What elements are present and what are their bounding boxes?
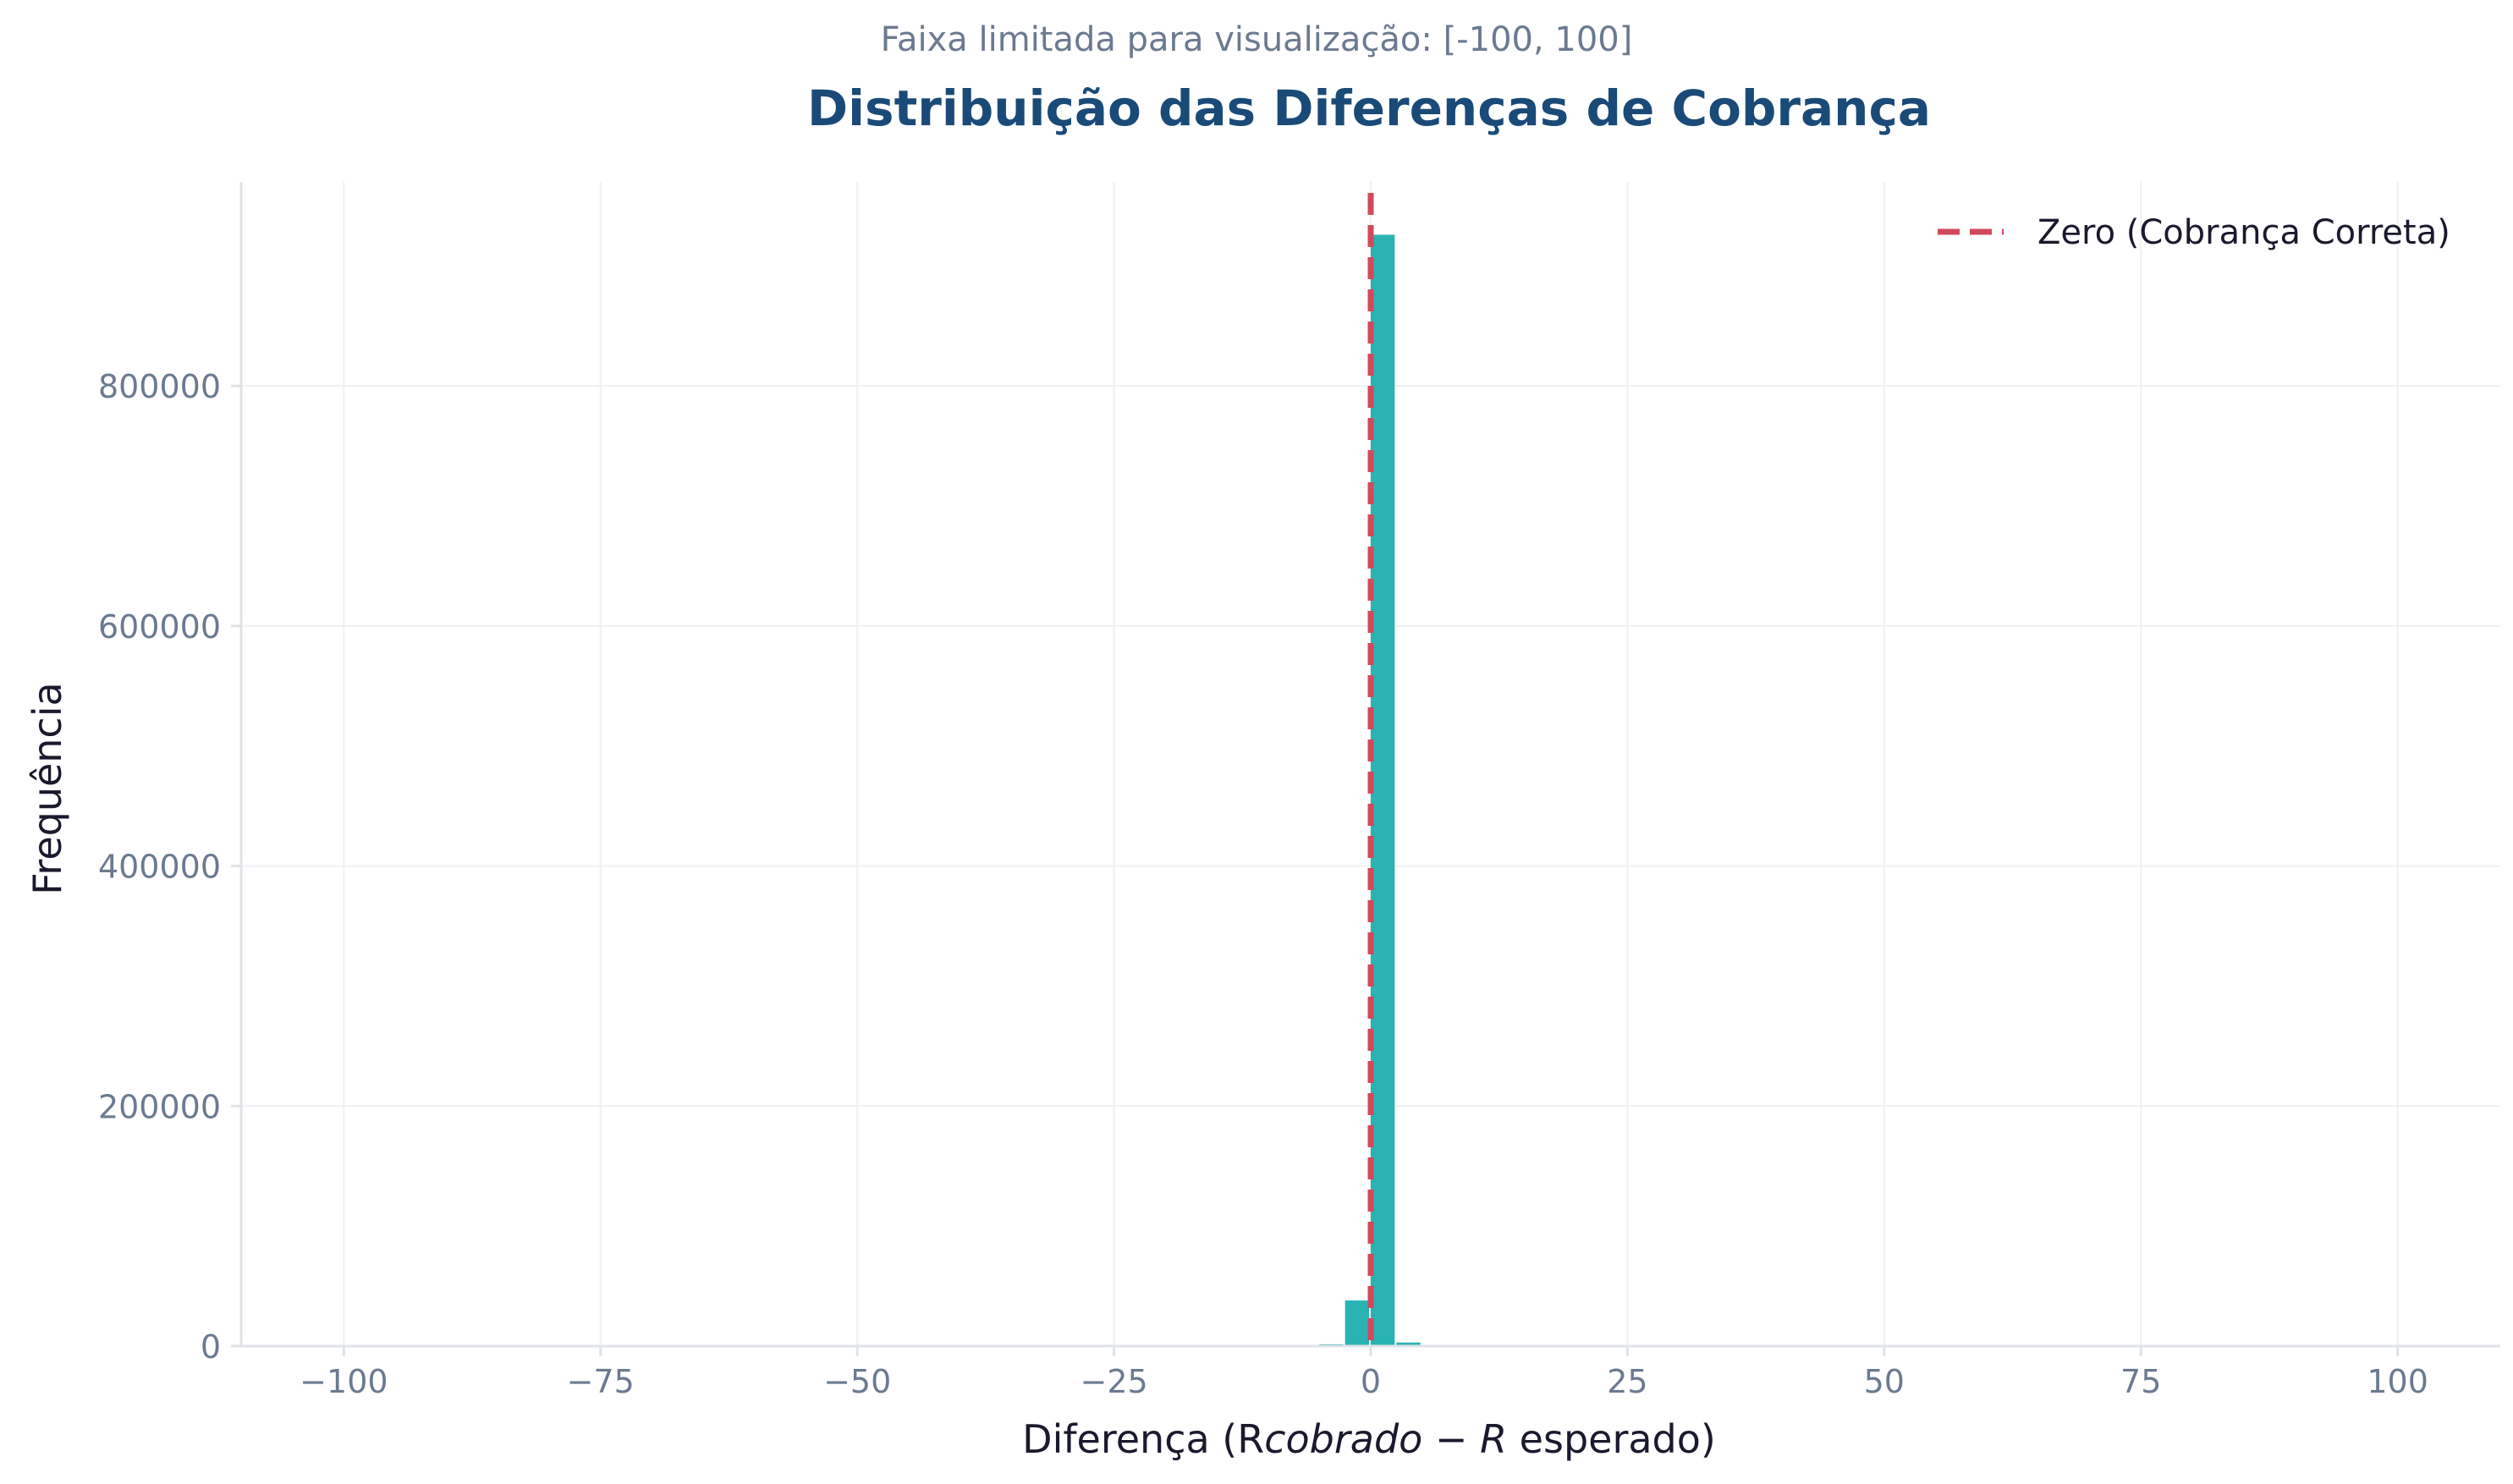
x-tick-label-3: −25 [1080, 1363, 1147, 1400]
x-tick-label-5: 25 [1607, 1363, 1647, 1400]
chart-title: Distribuição das Diferenças de Cobrança [807, 80, 1931, 137]
x-axis-label: Diferença (Rcobrado − R esperado) [1022, 1416, 1716, 1462]
x-axis-label-part-1: Diferença (R [1022, 1416, 1264, 1462]
x-axis-label-part-5: esperado) [1507, 1416, 1716, 1462]
x-tick-label-6: 50 [1864, 1363, 1905, 1400]
x-tick-label-8: 100 [2367, 1363, 2428, 1400]
y-tick-label-4: 800000 [98, 368, 221, 405]
x-tick-label-7: 75 [2120, 1363, 2161, 1400]
histogram-bar-3 [1396, 1342, 1421, 1346]
histogram-bar-1 [1344, 1300, 1369, 1346]
y-tick-label-2: 400000 [98, 849, 221, 886]
x-axis-label-part-3: − [1422, 1416, 1480, 1462]
histogram-bar-2 [1371, 234, 1395, 1346]
bars-layer [1319, 234, 1447, 1346]
x-tick-label-2: −50 [823, 1363, 891, 1400]
x-axis-label-part-4: R [1480, 1416, 1507, 1462]
y-axis-label: Frequência [25, 682, 70, 894]
legend: Zero (Cobrança Correta) [1938, 213, 2450, 252]
x-tick-label-0: −100 [300, 1363, 388, 1400]
legend-label: Zero (Cobrança Correta) [2037, 213, 2450, 252]
chart-subtitle: Faixa limitada para visualização: [-100,… [881, 20, 1633, 59]
ticks-layer: −100 −75 −50 −25 0 25 50 75 100 0 200000 400000 6000… [98, 368, 2428, 1400]
y-tick-label-0: 0 [201, 1328, 221, 1366]
y-tick-label-1: 200000 [98, 1088, 221, 1125]
y-tick-label-3: 600000 [98, 608, 221, 646]
x-axis-label-part-2: cobrado [1264, 1416, 1422, 1462]
x-tick-label-1: −75 [567, 1363, 635, 1400]
x-tick-label-4: 0 [1361, 1363, 1381, 1400]
